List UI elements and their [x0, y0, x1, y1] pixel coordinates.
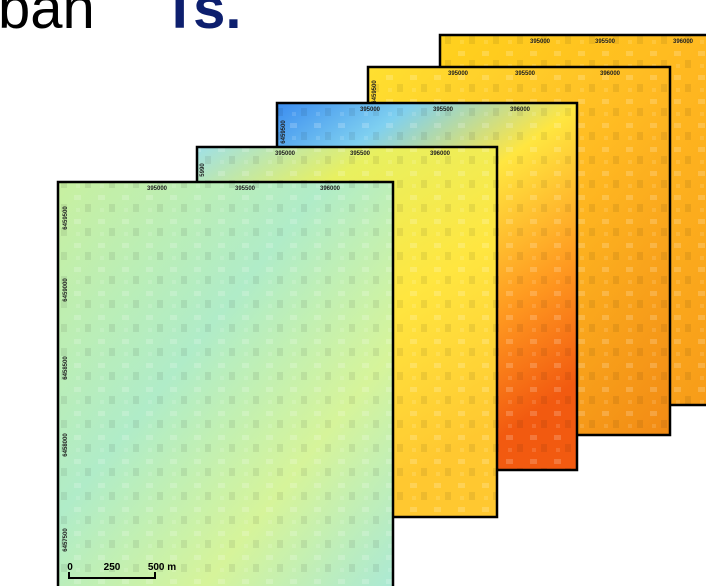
y-coord-label: 6459000 — [63, 278, 69, 302]
x-coord-label: 395000 — [448, 71, 469, 77]
x-coord-label: 395500 — [515, 71, 536, 77]
x-coord-label: 395500 — [433, 107, 454, 113]
x-coord-label: 395000 — [275, 151, 296, 157]
x-coord-label: 395000 — [530, 39, 551, 45]
x-coord-label: 395500 — [235, 186, 256, 192]
x-coord-label: 396000 — [430, 151, 451, 157]
page: {"title": {"prefix": "ban", "emphasis": … — [0, 0, 706, 586]
x-coord-label: 396000 — [600, 71, 621, 77]
y-coord-label: 6457500 — [63, 528, 69, 552]
x-coord-label: 396000 — [673, 39, 694, 45]
x-coord-label: 396000 — [320, 186, 341, 192]
x-coord-label: 395500 — [595, 39, 616, 45]
scale-label: 250 — [104, 562, 121, 573]
slide: ban Ts. 39500039550039600039500039550039… — [0, 0, 706, 586]
x-coord-label: 395000 — [147, 186, 168, 192]
map-texture — [58, 182, 393, 586]
scale-label: 0 — [67, 562, 73, 573]
title-emphasis: Ts. — [162, 0, 242, 41]
map-stack: 395000 395500 396000 395000 395500 396000 6459… — [58, 35, 706, 586]
y-coord-label: 5990 — [200, 163, 206, 177]
y-coord-label: 6459500 — [63, 206, 69, 230]
title-prefix: ban — [0, 0, 95, 41]
scale-label: 500 m — [148, 562, 176, 573]
x-coord-label: 395500 — [350, 151, 371, 157]
y-coord-label: 6458500 — [63, 356, 69, 380]
y-coord-label: 6459500 — [372, 80, 378, 104]
x-coord-label: 395000 — [360, 107, 381, 113]
y-coord-label: 6459500 — [281, 120, 287, 144]
map: 395000 395500 396000 6459500 6459000 6458500 6… — [58, 182, 393, 586]
y-coord-label: 6458000 — [63, 433, 69, 457]
x-coord-label: 396000 — [510, 107, 531, 113]
